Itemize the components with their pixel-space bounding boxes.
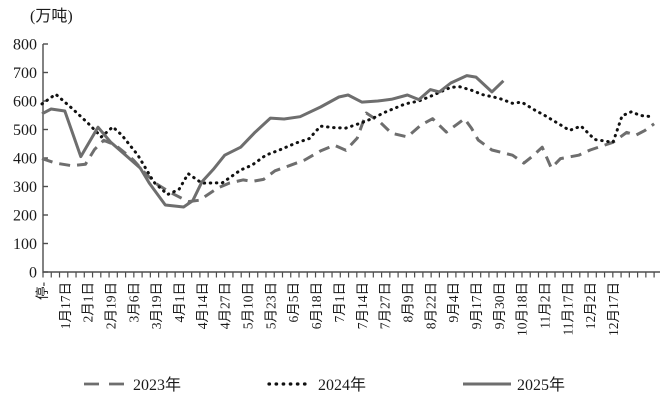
- x-tick-label: 9月17日: [469, 282, 484, 329]
- x-tick-label: 12月17日: [606, 282, 621, 336]
- y-axis-ticks: 0 100 200 300 400 500 600 700 800: [13, 37, 48, 282]
- x-tick-label: 5月10日: [241, 282, 256, 329]
- series-line-2024年: [40, 85, 654, 196]
- x-tick-label: 4月27日: [218, 282, 233, 329]
- x-tick-label: 2月19日: [104, 282, 119, 329]
- x-tick-label: 11月2日: [537, 282, 552, 329]
- y-tick-label: 0: [29, 265, 37, 282]
- x-tick-label: 8月9日: [400, 282, 415, 323]
- x-tick-label: 2月1日: [81, 282, 96, 323]
- x-tick-label: 7月1日: [332, 282, 347, 323]
- x-tick-label: 7月27日: [378, 282, 393, 329]
- y-axis-unit-label: (万吨): [30, 7, 73, 25]
- series-line-2025年: [41, 74, 505, 209]
- x-tick-label: 4月14日: [195, 282, 210, 329]
- legend-label-2023: 2023年: [133, 376, 181, 394]
- x-tick-label: 5月23日: [263, 282, 278, 329]
- series-line-2023年: [41, 111, 655, 204]
- x-tick-label: 6月18日: [309, 282, 324, 329]
- y-tick-label: 400: [13, 151, 37, 168]
- y-tick-label: 800: [13, 37, 37, 54]
- x-tick-label: 9月4日: [446, 282, 461, 323]
- x-tick-label: 3月6日: [126, 282, 141, 323]
- y-tick-label: 200: [13, 208, 37, 225]
- legend: 2023年 2024年 2025年: [84, 376, 565, 394]
- x-tick-label: 10月18日: [515, 282, 530, 336]
- y-tick-label: 700: [13, 65, 37, 82]
- x-tick-label: 3月19日: [149, 282, 164, 329]
- legend-label-2025: 2025年: [517, 376, 565, 394]
- x-tick-label: 停-: [34, 282, 50, 300]
- axis-lines: [42, 44, 660, 273]
- y-tick-label: 300: [13, 179, 37, 196]
- data-series: [40, 74, 655, 209]
- x-tick-label: 9月30日: [492, 282, 507, 329]
- x-tick-label: 1月17日: [58, 282, 73, 329]
- x-tick-label: 11月17日: [560, 282, 575, 336]
- x-tick-label: 12月2日: [583, 282, 598, 329]
- x-tick-label: 7月14日: [355, 282, 370, 329]
- legend-label-2024: 2024年: [318, 376, 366, 394]
- x-tick-label: 8月22日: [423, 282, 438, 329]
- x-axis-ticks: [42, 272, 655, 278]
- y-tick-label: 100: [13, 236, 37, 253]
- x-tick-label: 6月5日: [286, 282, 301, 323]
- y-tick-label: 500: [13, 122, 37, 139]
- y-tick-label: 600: [13, 94, 37, 111]
- x-axis-labels: 停- 1月17日 2月1日 2月19日 3月6日 3月19日 4月1日 4月14日 4月27日 5…: [34, 282, 621, 336]
- x-tick-label: 4月1日: [172, 282, 187, 323]
- axes: [42, 44, 660, 273]
